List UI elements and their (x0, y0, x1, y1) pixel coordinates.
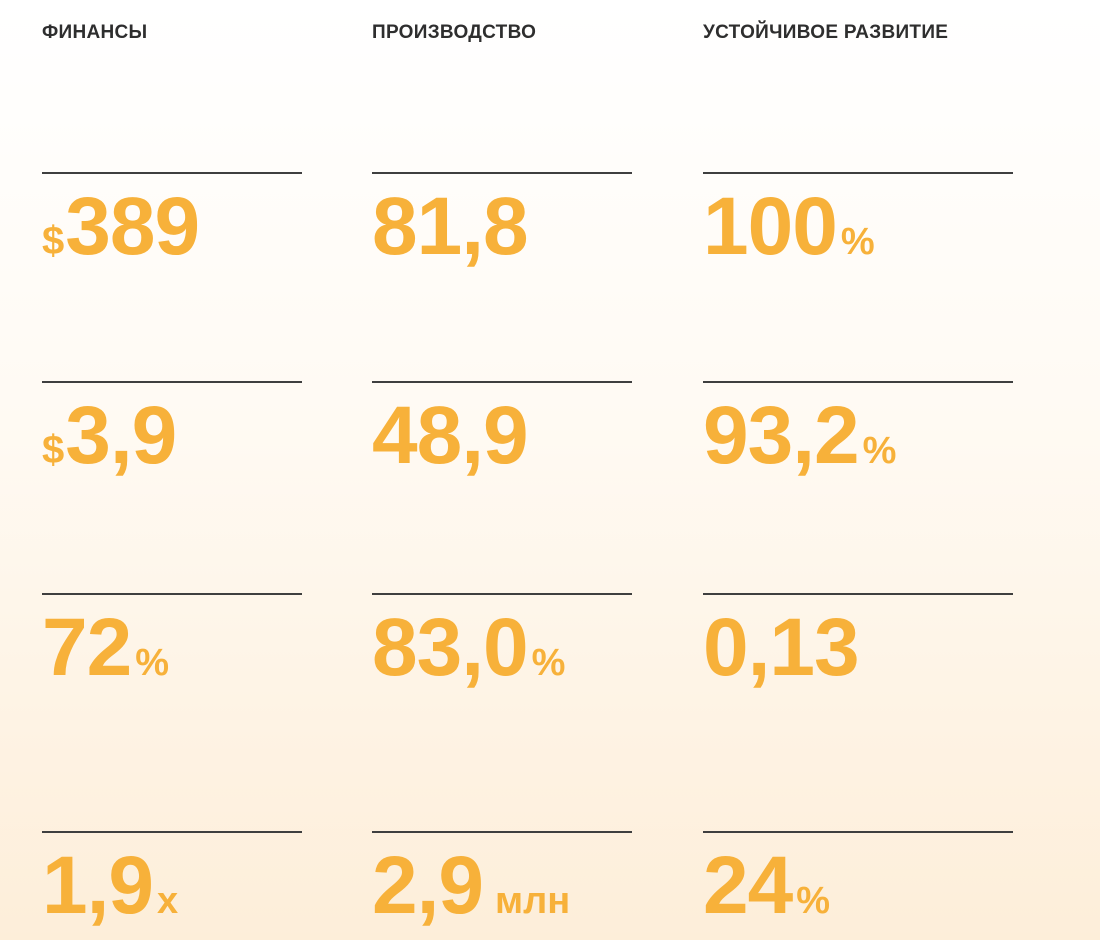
metric-value: $389 (42, 186, 200, 282)
metric-number: 93,2 (703, 390, 860, 481)
metric-number: 100 (703, 181, 838, 272)
metric-value: 0,13 (703, 607, 860, 689)
metric-number: 0,13 (703, 602, 860, 693)
metric-value: 2,9 млн (372, 845, 570, 942)
currency-prefix: $ (42, 219, 64, 263)
divider (372, 172, 632, 174)
divider (42, 593, 302, 595)
metric-number: 3,9 (65, 390, 177, 481)
unit-suffix: % (840, 221, 875, 263)
metric-value: 48,9 (372, 395, 529, 477)
unit-suffix: % (862, 430, 897, 472)
metric-number: 24 (703, 840, 793, 931)
metric-value: 100% (703, 186, 875, 283)
divider (372, 381, 632, 383)
metric-value: 83,0% (372, 607, 565, 704)
metric-value: 72% (42, 607, 169, 704)
metric-number: 48,9 (372, 390, 529, 481)
metric-number: 2,9 (372, 840, 484, 931)
divider (703, 172, 1013, 174)
unit-suffix: % (135, 642, 170, 684)
metric-number: 83,0 (372, 602, 529, 693)
unit-suffix: x (157, 880, 179, 922)
divider (703, 593, 1013, 595)
metric-number: 72 (42, 602, 132, 693)
divider (42, 831, 302, 833)
metric-number: 389 (65, 181, 200, 272)
currency-prefix: $ (42, 428, 64, 472)
metric-value: 93,2% (703, 395, 896, 492)
divider (42, 172, 302, 174)
column-title: ФИНАНСЫ (42, 22, 148, 43)
unit-suffix: % (531, 642, 566, 684)
divider (372, 831, 632, 833)
metric-number: 81,8 (372, 181, 529, 272)
metric-value: 1,9 x (42, 845, 178, 942)
divider (703, 381, 1013, 383)
metric-value: 81,8 (372, 186, 529, 268)
unit-suffix: % (796, 880, 831, 922)
metric-value: 24% (703, 845, 830, 942)
divider (42, 381, 302, 383)
metric-value: $3,9 (42, 395, 177, 491)
unit-suffix: млн (495, 880, 571, 922)
divider (703, 831, 1013, 833)
divider (372, 593, 632, 595)
column-title: ПРОИЗВОДСТВО (372, 22, 537, 43)
metric-number: 1,9 (42, 840, 154, 931)
column-title: УСТОЙЧИВОЕ РАЗВИТИЕ (703, 22, 949, 43)
